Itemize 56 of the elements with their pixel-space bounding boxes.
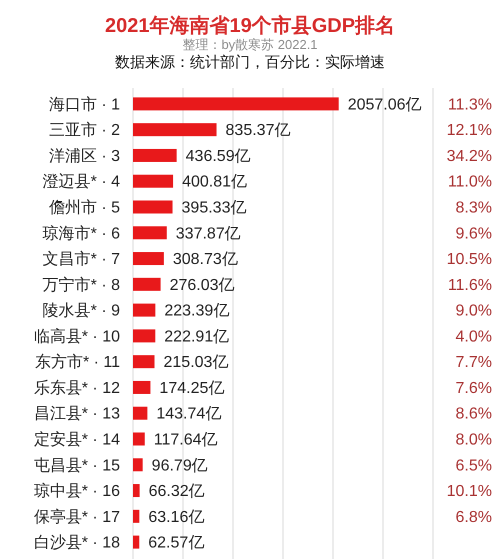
value-label: 215.03亿 <box>164 354 228 372</box>
annotation: 7.7% <box>456 354 492 372</box>
category-label: 琼海市* · 6 <box>42 225 120 242</box>
annotation: 12.1% <box>446 122 492 140</box>
annotation: 10.1% <box>446 483 492 500</box>
annotation: 8.6% <box>456 406 492 423</box>
value-label: 66.32亿 <box>148 483 205 500</box>
value-label: 835.37亿 <box>226 122 290 140</box>
annotation: 8.3% <box>456 200 492 216</box>
annotation: 6.5% <box>456 457 492 474</box>
value-label: 2057.06亿 <box>348 96 422 114</box>
annotation: 9.6% <box>456 225 492 242</box>
annotation: 8.0% <box>456 432 492 448</box>
category-label: 昌江县* · 13 <box>34 406 120 423</box>
value-label: 308.73亿 <box>172 251 238 268</box>
category-label: 海口市 · 1 <box>48 96 120 114</box>
annotation: 7.6% <box>456 380 492 397</box>
category-label: 陵水县* · 9 <box>42 302 120 320</box>
title: 2021年海南省19个市县GDP排名 <box>104 15 396 37</box>
category-label: 洋浦区 · 3 <box>48 148 120 165</box>
category-label: 白沙县* · 18 <box>34 534 120 552</box>
category-label: 乐东县* · 12 <box>34 380 120 397</box>
category-label: 保亭县* · 17 <box>34 508 120 526</box>
annotation: 11.3% <box>448 96 492 114</box>
value-label: 223.39亿 <box>164 302 230 320</box>
value-label: 337.87亿 <box>176 225 241 242</box>
value-label: 395.33亿 <box>182 200 246 216</box>
annotation: 4.0% <box>456 328 492 346</box>
annotation: 6.8% <box>456 508 492 526</box>
value-label: 96.79亿 <box>152 457 208 474</box>
annotation: 10.5% <box>446 251 492 268</box>
value-label: 174.25亿 <box>159 380 224 397</box>
value-label: 117.64亿 <box>154 432 218 448</box>
category-label: 三亚市 · 2 <box>48 122 120 140</box>
category-label: 澄迈县* · 4 <box>42 174 120 191</box>
annotation: 34.2% <box>446 148 492 165</box>
annotation: 数据来源：统计部门，百分比：实际增速 <box>115 54 385 71</box>
value-label: 143.74亿 <box>156 406 222 423</box>
category-label: 东方市* · 11 <box>34 354 120 372</box>
annotation: 11.0% <box>448 174 492 191</box>
category-label: 儋州市 · 5 <box>48 200 120 216</box>
category-label: 万宁市* · 8 <box>42 276 120 294</box>
annotation: 11.6% <box>448 276 492 294</box>
category-label: 定安县* · 14 <box>34 432 120 448</box>
annotation: 9.0% <box>456 302 492 320</box>
category-label: 临高县* · 10 <box>34 328 120 346</box>
value-label: 62.57亿 <box>148 534 204 552</box>
value-label: 63.16亿 <box>148 508 204 526</box>
category-label: 屯昌县* · 15 <box>34 457 120 474</box>
value-label: 436.59亿 <box>186 148 251 165</box>
value-label: 400.81亿 <box>182 174 248 191</box>
value-label: 222.91亿 <box>164 328 230 346</box>
category-label: 文昌市* · 7 <box>42 251 120 268</box>
subtitle: 整理：by散寒苏 2022.1 <box>182 37 318 52</box>
value-label: 276.03亿 <box>170 276 235 294</box>
category-label: 琼中县* · 16 <box>34 483 120 500</box>
